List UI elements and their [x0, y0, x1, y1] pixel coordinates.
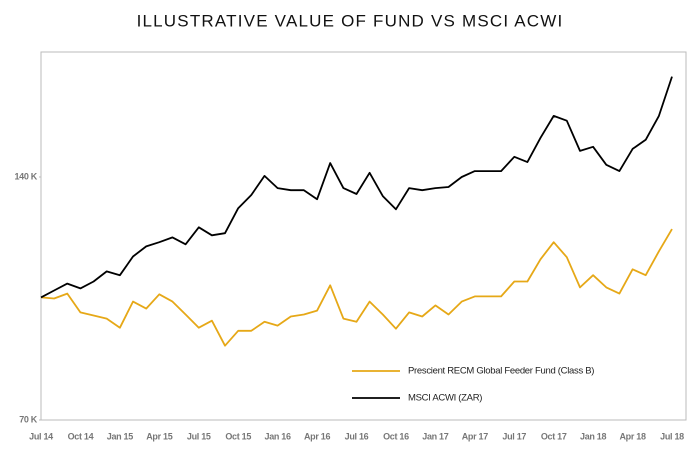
x-tick-label: Oct 16	[383, 431, 409, 441]
x-tick-label: Jan 17	[422, 431, 449, 441]
x-tick-label: Oct 17	[541, 431, 567, 441]
x-tick-label: Oct 15	[225, 431, 251, 441]
y-tick-label: 140 K	[14, 171, 37, 181]
y-tick-label: 70 K	[19, 414, 38, 424]
x-tick-label: Oct 14	[68, 431, 94, 441]
plot-frame	[40, 51, 687, 421]
x-tick-label: Apr 15	[146, 431, 173, 441]
series-line	[40, 228, 673, 347]
x-tick-label: Jan 18	[580, 431, 607, 441]
series-line	[40, 76, 673, 299]
x-tick-label: Jul 14	[29, 431, 53, 441]
x-tick-label: Jul 16	[345, 431, 369, 441]
legend-label: MSCI ACWI (ZAR)	[408, 393, 482, 404]
x-tick-label: Jan 16	[265, 431, 292, 441]
x-tick-label: Apr 18	[619, 431, 646, 441]
x-tick-label: Apr 16	[304, 431, 331, 441]
x-tick-label: Jul 15	[187, 431, 211, 441]
x-tick-label: Apr 17	[462, 431, 489, 441]
chart-title: ILLUSTRATIVE VALUE OF FUND VS MSCI ACWI	[137, 11, 564, 30]
x-tick-label: Jul 18	[660, 431, 684, 441]
legend-label: Prescient RECM Global Feeder Fund (Class…	[408, 366, 594, 377]
x-tick-label: Jul 17	[502, 431, 526, 441]
x-tick-label: Jan 15	[107, 431, 134, 441]
